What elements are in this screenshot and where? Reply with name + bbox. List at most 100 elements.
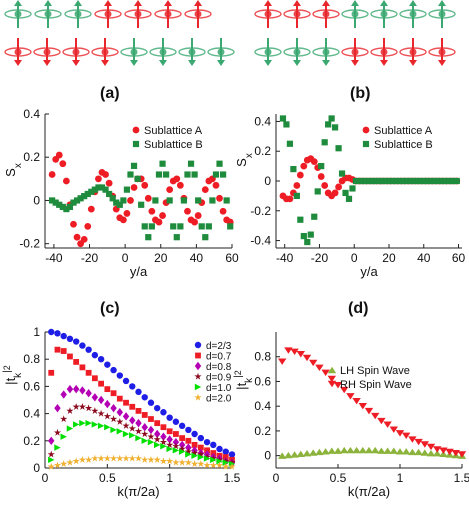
data-point [335,183,342,191]
data-point [325,121,332,128]
data-point [79,419,86,427]
y-tick-label: -0.2 [19,237,40,251]
legend-entry: d=0.9 [206,373,232,384]
data-point [205,223,212,230]
data-point [122,422,130,429]
data-point [356,177,363,185]
data-point [414,438,423,446]
spin-site [438,10,446,18]
data-point [80,235,88,243]
panel-label-a: (a) [100,85,120,102]
series-0 [48,328,236,458]
data-point [197,460,205,467]
legend-entry: d=1.0 [206,383,232,394]
data-point [391,177,398,185]
series-5 [47,454,236,470]
data-point [195,352,201,359]
data-point [293,192,300,199]
spin-a-bot-1 [33,38,61,66]
data-point [59,203,66,211]
y-tick-label: 0.4 [23,107,40,121]
data-point [321,448,330,455]
data-point [66,203,74,211]
data-point [302,354,312,362]
data-point [185,451,192,458]
data-point [210,456,217,464]
data-point [197,450,205,458]
data-point [340,386,349,394]
data-point [109,454,118,462]
data-point [212,181,220,189]
spin-arrow-head [322,0,330,6]
data-point [166,186,174,194]
spin-site [14,48,22,56]
data-point [154,404,161,412]
data-point [147,456,155,463]
legend-entry: d=0.8 [206,362,232,373]
spin-arrow-head [159,60,167,66]
data-point [123,399,129,406]
data-point [98,380,104,387]
spin-site [293,48,301,56]
data-point [191,171,198,178]
spin-site [409,10,417,18]
spin-site [264,48,272,56]
data-point [216,458,223,465]
data-point [310,158,318,166]
x-tick-label: 1 [166,471,173,485]
data-point [85,419,92,427]
y-tick-label: 0.2 [254,144,271,158]
spin-a-top-0 [4,0,32,28]
data-point [152,197,159,204]
data-point [60,332,67,340]
data-point [160,432,167,441]
data-point [222,459,229,466]
spin-b-bot-1 [283,38,311,66]
data-point [210,441,217,449]
data-point [346,393,355,400]
spin-site [188,48,196,56]
data-point [47,462,55,470]
x-tick-label: 0.5 [330,471,347,485]
data-point [394,177,401,185]
data-point [134,427,143,435]
data-point [59,160,67,168]
chart-a: -40 -20 0 20 40 60 -0.2 0 0.2 0.4 y/a Sx Sublattice … [3,107,239,279]
series-4 [48,419,236,468]
data-point [383,421,392,428]
data-point [110,426,117,434]
spin-site [130,48,138,56]
data-point [85,369,92,376]
data-point [215,461,224,469]
y-tick-label: 0.8 [23,352,40,366]
data-point [340,446,349,454]
data-point [91,407,99,414]
spin-arrow-head [380,0,388,6]
data-point [425,177,433,185]
data-point [352,177,360,185]
data-point [194,393,202,401]
spin-a-bot-3 [91,38,119,66]
y-tick-label: 1 [33,325,40,339]
data-point [278,358,287,365]
data-point [315,364,324,372]
data-point [228,462,236,470]
data-point [191,430,198,438]
spin-site [380,48,388,56]
data-point [446,177,453,185]
spin-b-bot-6 [428,38,456,66]
chart-b: -40 -20 0 20 40 60 -0.4 -0.2 0 0.2 0.4 y/a Sx Sublatt… [234,114,466,279]
data-point [216,160,223,167]
data-point [155,218,163,226]
panel-label-b: (b) [350,85,370,102]
data-point [377,417,386,425]
data-point [70,199,77,206]
spin-arrow-head [322,60,330,66]
data-point [309,449,318,456]
data-point [228,451,236,458]
spin-b-bot-2 [312,38,340,66]
data-point [135,407,142,414]
data-point [172,458,180,466]
data-point [377,177,384,185]
data-point [85,456,93,463]
